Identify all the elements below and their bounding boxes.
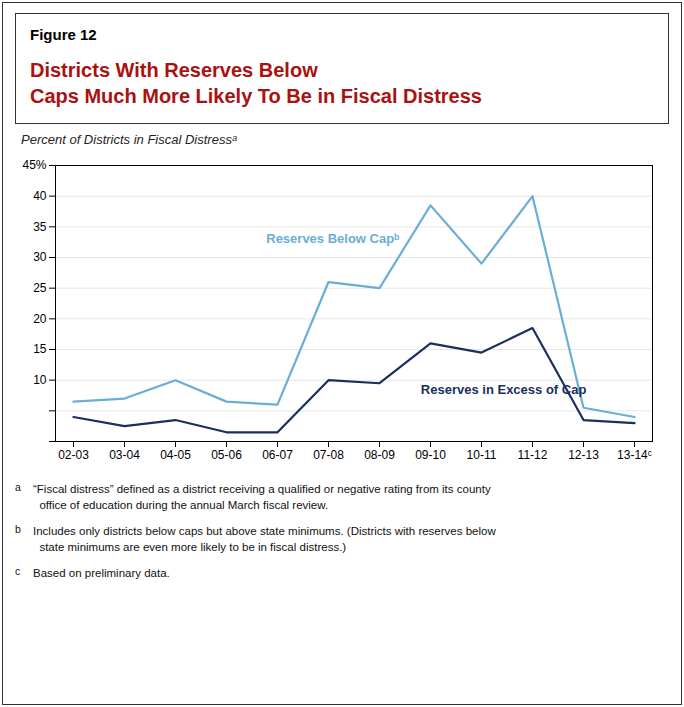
svg-text:Reserves in Excess of Cap: Reserves in Excess of Cap <box>421 381 587 396</box>
html-text:a: a <box>15 481 21 493</box>
svg-text:04-05: 04-05 <box>160 448 191 462</box>
svg-text:08-09: 08-09 <box>364 448 395 462</box>
svg-text:03-04: 03-04 <box>109 448 140 462</box>
html-text:Figure 12: Figure 12 <box>30 26 97 43</box>
svg-text:09-10: 09-10 <box>415 448 446 462</box>
svg-text:10: 10 <box>33 373 47 387</box>
html-text:c: c <box>15 565 21 578</box>
svg-text:13-14ᶜ: 13-14ᶜ <box>617 448 652 462</box>
html-text:Based on preliminary data.: Based on preliminary data. <box>33 567 170 580</box>
svg-text:30: 30 <box>33 250 47 264</box>
svg-text:20: 20 <box>33 312 47 326</box>
svg-text:Reserves Below Capᵇ: Reserves Below Capᵇ <box>266 231 399 246</box>
svg-text:05-06: 05-06 <box>211 448 242 462</box>
svg-text:10-11: 10-11 <box>467 448 497 462</box>
svg-text:11-12: 11-12 <box>518 448 548 462</box>
html-text:Includes only districts below: Includes only districts below caps but a… <box>33 525 496 554</box>
html-text:b: b <box>15 523 21 536</box>
svg-text:40: 40 <box>33 189 47 203</box>
svg-text:25: 25 <box>33 281 47 295</box>
svg-text:06-07: 06-07 <box>262 448 293 462</box>
svg-text:35: 35 <box>33 220 47 234</box>
svg-text:02-03: 02-03 <box>58 448 89 462</box>
html-text:Districts With Reserves Below: Districts With Reserves Below Caps Much … <box>30 59 482 107</box>
svg-text:07-08: 07-08 <box>313 448 344 462</box>
svg-text:45%: 45% <box>22 158 46 172</box>
html-text:Percent of Districts in Fiscal: Percent of Districts in Fiscal Distressᵃ <box>21 132 237 147</box>
html-text:“Fiscal distress” defined as a: “Fiscal distress” defined as a district … <box>33 483 491 512</box>
svg-text:12-13: 12-13 <box>568 448 599 462</box>
svg-text:15: 15 <box>33 342 47 356</box>
